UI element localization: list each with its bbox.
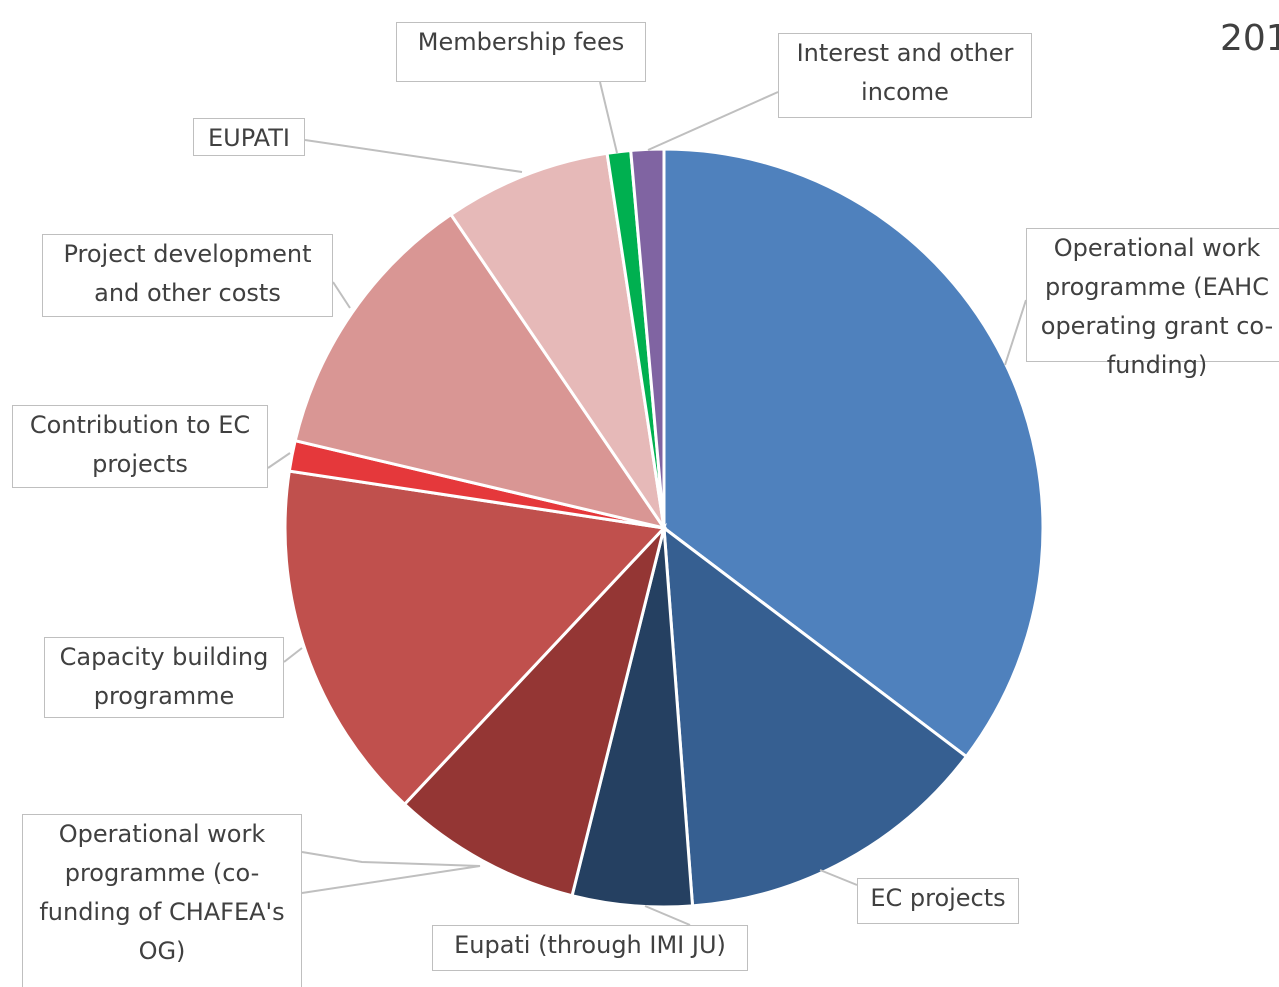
leader-line — [267, 452, 291, 469]
pie-slice — [402, 522, 667, 898]
slice-label: Interest and other income — [778, 33, 1032, 118]
slice-label: EC projects — [857, 878, 1019, 924]
pie-slice — [283, 469, 668, 807]
leader-line — [301, 851, 481, 894]
slice-label: Operational work programme (co-funding o… — [22, 814, 302, 987]
slice-label: Project development and other costs — [42, 234, 333, 317]
chart-title: 201 — [1220, 18, 1279, 59]
pie-slice — [629, 147, 666, 529]
leader-line — [819, 869, 858, 886]
leader-line — [647, 91, 779, 151]
slice-label: Eupati (through IMI JU) — [432, 925, 748, 971]
slice-label: Contribution to EC projects — [12, 405, 268, 488]
slice-label: Capacity building programme — [44, 637, 284, 718]
slice-label: Operational work programme (EAHC operati… — [1026, 228, 1279, 379]
pie-slice — [293, 212, 668, 531]
pie-slice — [662, 524, 969, 908]
slice-label: EUPATI — [193, 118, 305, 156]
pie-slice — [448, 151, 666, 529]
leader-line — [1004, 299, 1027, 366]
pie-slice — [662, 147, 1045, 759]
slice-label: Membership fees — [396, 22, 646, 82]
leader-line — [304, 139, 523, 173]
leader-line — [283, 647, 303, 663]
leader-line — [599, 81, 618, 154]
leader-line — [332, 281, 351, 309]
leader-line — [644, 905, 691, 926]
